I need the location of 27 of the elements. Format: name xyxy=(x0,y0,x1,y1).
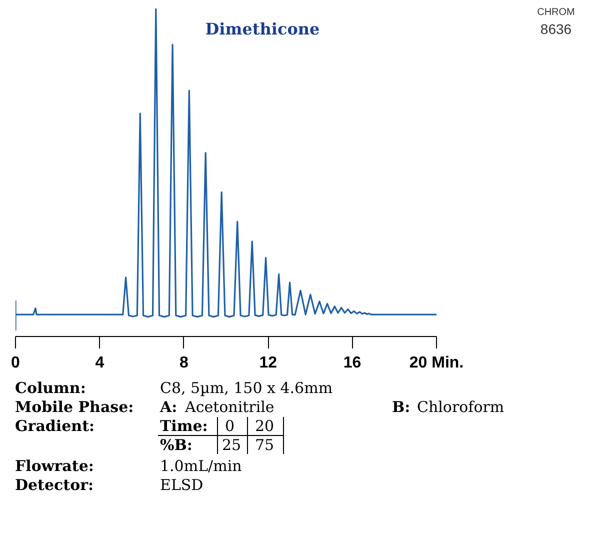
text: A: xyxy=(160,397,178,418)
text: Column: xyxy=(15,378,86,399)
x-tick-label: 4 xyxy=(95,354,104,372)
text: B: xyxy=(392,397,410,418)
text: 25 xyxy=(222,435,242,456)
x-tick-label: 20 Min. xyxy=(409,354,464,372)
text: C8, 5µm, 150 x 4.6mm xyxy=(160,378,333,399)
x-tick-label: 12 xyxy=(259,354,278,372)
text: Flowrate: xyxy=(15,456,94,477)
text: Acetonitrile xyxy=(185,397,274,418)
text: 0 xyxy=(225,416,235,437)
text: CHROM xyxy=(536,6,576,20)
text: Time: xyxy=(160,416,208,437)
x-tick-label: 8 xyxy=(179,354,188,372)
text: Dimethicone xyxy=(205,20,320,38)
text: Detector: xyxy=(15,475,94,496)
x-tick-label: 0 xyxy=(11,354,20,372)
x-tick-label: 16 xyxy=(343,354,362,372)
text: 20 xyxy=(255,416,274,437)
text: ELSD xyxy=(160,475,204,496)
text: 75 xyxy=(255,435,274,456)
text: Gradient: xyxy=(15,416,95,437)
text: Chloroform xyxy=(417,397,504,418)
text: %B: xyxy=(160,435,192,456)
text: Mobile Phase: xyxy=(15,397,134,418)
text: 1.0mL/min xyxy=(160,456,242,477)
text: 8636 xyxy=(539,20,573,39)
